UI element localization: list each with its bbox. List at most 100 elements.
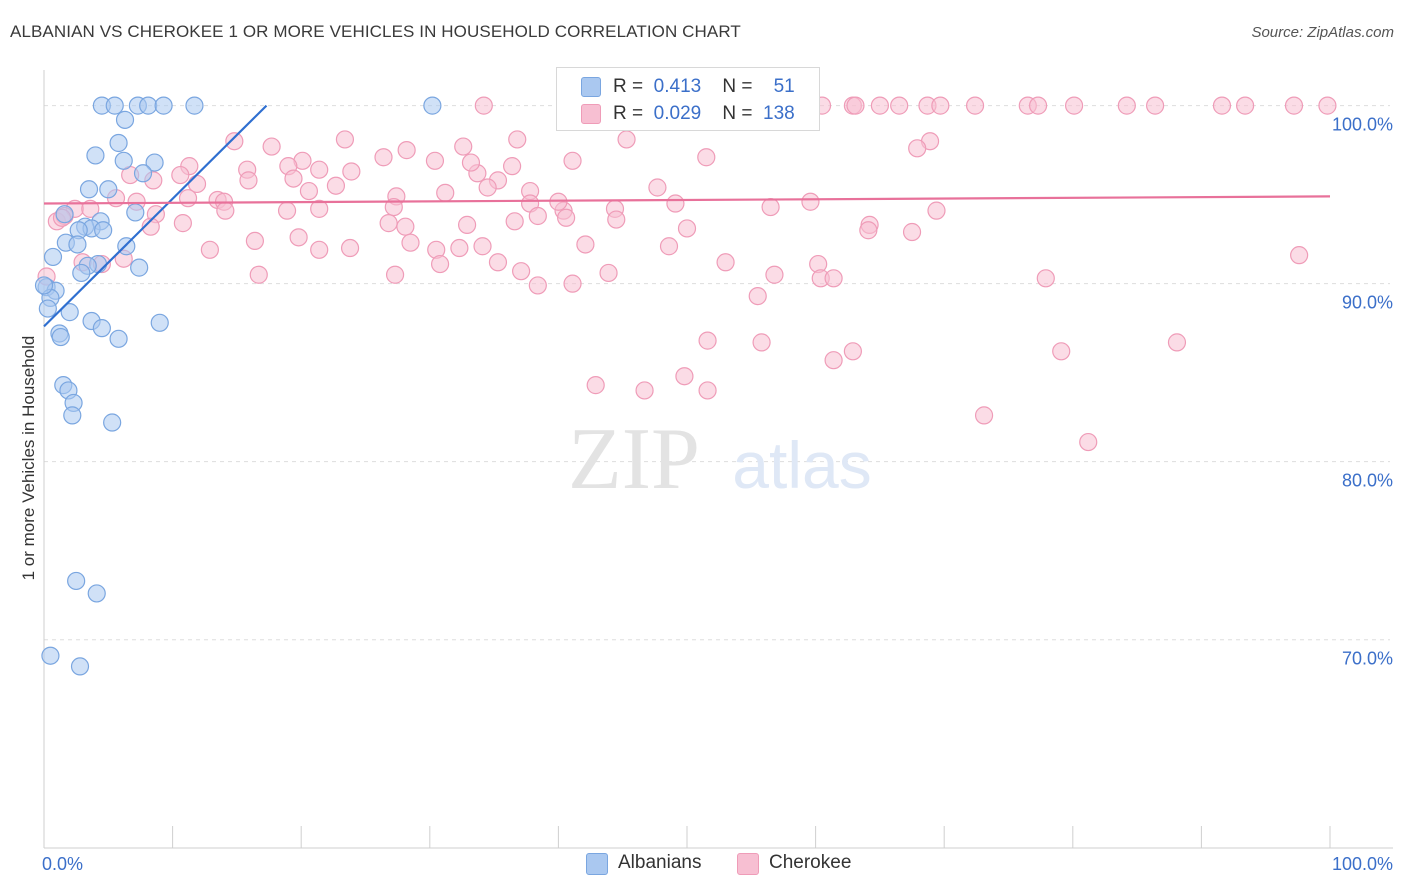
- cherokee-point: [927, 201, 946, 220]
- cherokee-point: [397, 141, 416, 160]
- cherokee-point: [563, 151, 582, 170]
- albanian-point: [38, 299, 57, 318]
- cherokee-point: [648, 178, 667, 197]
- cherokee-point: [454, 137, 473, 156]
- cherokee-point: [81, 199, 100, 218]
- cherokee-point: [1146, 96, 1165, 115]
- cherokee-point: [478, 178, 497, 197]
- n-value: 51: [773, 76, 795, 97]
- cherokee-point: [277, 201, 297, 220]
- albanian-point: [115, 110, 135, 129]
- albanian-point: [68, 235, 87, 254]
- cherokee-point: [141, 217, 160, 236]
- cherokee-point: [635, 381, 654, 400]
- albanian-point: [34, 276, 54, 295]
- cherokee-point: [659, 237, 679, 256]
- cherokee-point: [326, 176, 346, 195]
- cherokee-point: [1036, 269, 1055, 288]
- watermark-zip: ZIP: [568, 411, 700, 508]
- cherokee-point: [1290, 246, 1309, 265]
- y-tick-label: 90.0%: [1342, 293, 1393, 313]
- watermark-atlas: atlas: [732, 428, 871, 502]
- cherokee-point: [1284, 96, 1304, 115]
- cherokee-point: [384, 197, 403, 217]
- cherokee-point: [385, 265, 405, 284]
- cherokee-point: [239, 171, 258, 190]
- y-tick-label: 70.0%: [1342, 649, 1393, 669]
- cherokee-point: [1212, 96, 1232, 115]
- cherokee-point: [200, 240, 219, 259]
- cherokee-point: [262, 137, 281, 156]
- cherokee-trend-line: [43, 195, 1331, 205]
- albanians-swatch: [581, 77, 601, 97]
- albanian-point: [150, 313, 169, 332]
- r-label: R =: [613, 76, 644, 97]
- cherokee-point: [473, 237, 492, 256]
- albanian-point: [72, 263, 91, 283]
- albanian-point: [86, 146, 105, 165]
- cherokee-point: [1079, 432, 1098, 452]
- cherokee-swatch: [581, 104, 601, 124]
- cherokee-point: [335, 130, 355, 149]
- cherokee-point: [528, 206, 547, 226]
- albanian-point: [103, 413, 122, 432]
- cherokee-point: [342, 162, 361, 181]
- albanian-point: [92, 319, 111, 338]
- cherokee-point: [310, 199, 329, 218]
- cherokee-point: [474, 96, 493, 115]
- cherokee-point: [401, 233, 420, 252]
- cherokee-point: [450, 238, 469, 258]
- cherokee-point: [299, 181, 319, 201]
- cherokee-point: [698, 331, 717, 350]
- albanian-point: [67, 571, 86, 591]
- albanian-point: [139, 96, 158, 115]
- albanians-legend-swatch: [586, 853, 608, 875]
- legend-label-albanians: Albanians: [618, 852, 702, 873]
- cherokee-point: [1064, 96, 1084, 115]
- r-label: R =: [613, 103, 644, 124]
- cherokee-point: [512, 262, 531, 281]
- albanian-point: [130, 258, 149, 277]
- cherokee-point: [675, 367, 694, 386]
- cherokee-point: [748, 287, 767, 306]
- r-value: 0.413: [653, 76, 702, 97]
- cherokee-point: [599, 263, 618, 283]
- cherokee-point: [716, 253, 735, 272]
- cherokee-point: [846, 96, 865, 115]
- cherokee-point: [563, 274, 582, 293]
- y-tick-label: 100.0%: [1332, 115, 1393, 135]
- albanian-point: [79, 180, 99, 199]
- cherokee-point: [508, 130, 527, 149]
- cherokee-point: [890, 96, 909, 115]
- cherokee-point: [1028, 96, 1048, 115]
- cherokee-point: [576, 235, 595, 254]
- trend-lines: [43, 104, 1331, 328]
- albanian-point: [133, 164, 153, 183]
- albanian-point: [109, 329, 128, 348]
- cherokee-point: [505, 212, 524, 231]
- cherokee-point: [171, 165, 190, 185]
- albanian-point: [41, 646, 60, 665]
- r-value: 0.029: [653, 103, 702, 124]
- axis-labels: 100.0% 90.0% 80.0% 70.0% 0.0% 100.0% 1 or more…: [19, 115, 1393, 874]
- albanian-point: [99, 180, 118, 199]
- cherokee-point: [965, 96, 985, 115]
- cherokee-point: [528, 276, 547, 295]
- cherokee-point: [461, 153, 481, 172]
- source-label: Source: ZipAtlas.com: [1251, 24, 1394, 41]
- albanian-point: [423, 96, 442, 115]
- albanian-point: [109, 133, 128, 153]
- cherokee-point: [1167, 333, 1187, 352]
- cherokee-point: [902, 222, 922, 242]
- albanian-point: [185, 96, 204, 115]
- cherokee-point: [617, 130, 636, 149]
- cherokee-point: [216, 201, 235, 220]
- y-tick-label: 80.0%: [1342, 471, 1393, 491]
- albanian-points: [34, 96, 442, 676]
- cherokee-point: [284, 169, 303, 188]
- albanian-point: [55, 205, 74, 224]
- watermark: ZIP atlas: [568, 411, 872, 508]
- cherokee-point: [374, 148, 393, 167]
- cherokee-point: [859, 221, 878, 240]
